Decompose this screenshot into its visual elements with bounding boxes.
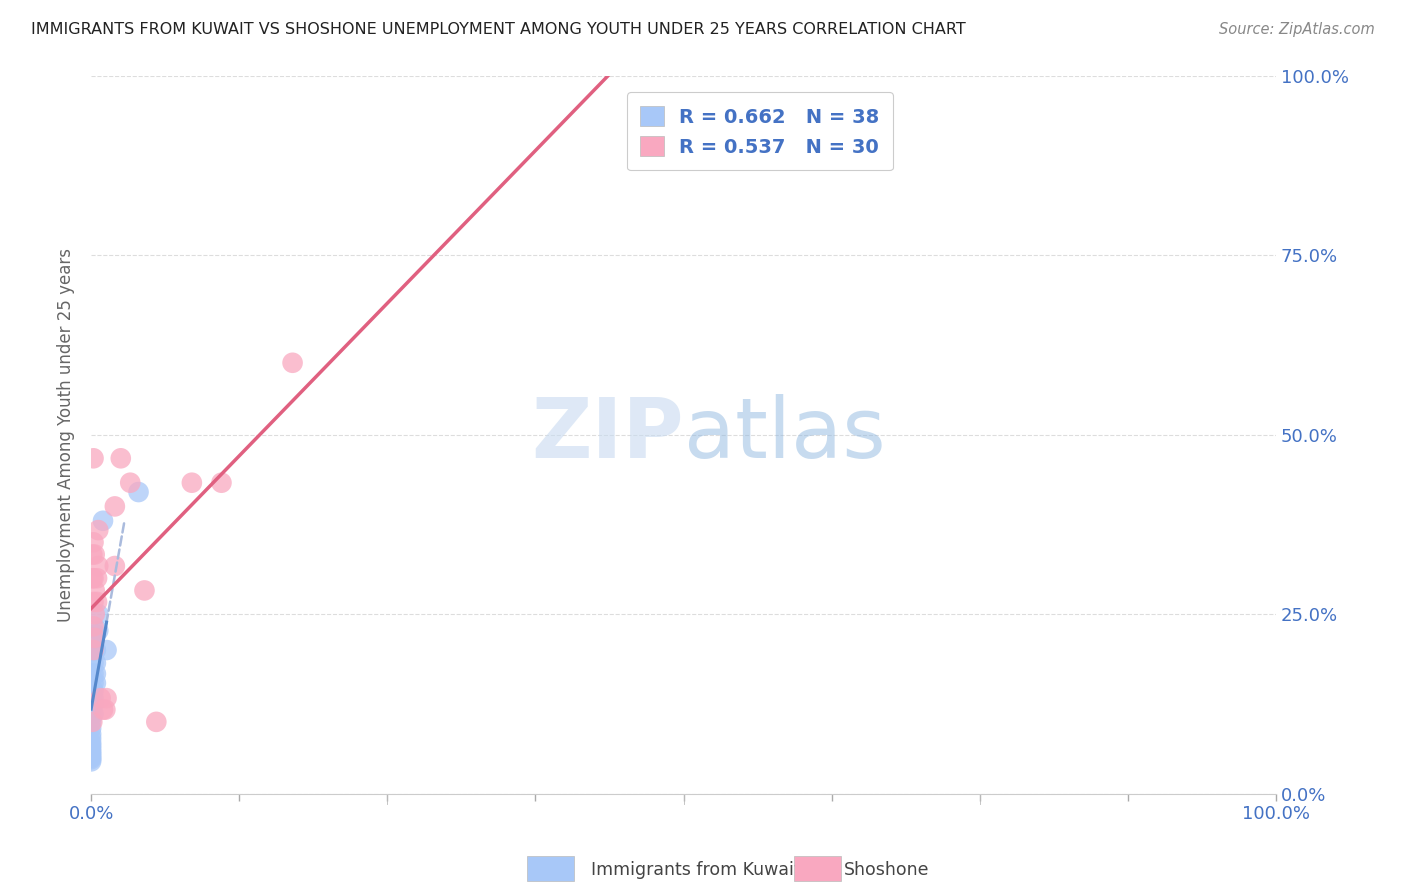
Point — [80, 752, 103, 766]
Point — [80, 684, 103, 698]
Point — [83, 643, 105, 657]
Point — [83, 656, 105, 670]
Point — [82, 571, 104, 585]
Text: Shoshone: Shoshone — [844, 861, 929, 879]
Point — [96, 643, 118, 657]
Point — [120, 475, 142, 490]
Point — [80, 679, 103, 693]
Text: Immigrants from Kuwait: Immigrants from Kuwait — [591, 861, 800, 879]
Point — [86, 571, 108, 585]
Point — [104, 559, 127, 574]
Point — [90, 691, 112, 706]
Y-axis label: Unemployment Among Youth under 25 years: Unemployment Among Youth under 25 years — [58, 248, 75, 622]
Point — [94, 703, 117, 717]
Point — [87, 607, 110, 621]
Point — [84, 666, 107, 681]
Point — [80, 714, 103, 729]
Point — [84, 643, 107, 657]
Point — [211, 475, 233, 490]
Text: Source: ZipAtlas.com: Source: ZipAtlas.com — [1219, 22, 1375, 37]
Point — [80, 722, 103, 736]
Text: ZIP: ZIP — [531, 394, 683, 475]
Point — [84, 656, 107, 670]
Point — [83, 631, 105, 645]
Point — [80, 697, 103, 711]
Point — [80, 736, 103, 750]
Point — [80, 739, 103, 753]
Point — [83, 619, 105, 633]
Point — [87, 559, 110, 574]
Point — [87, 523, 110, 537]
Point — [82, 548, 104, 562]
Point — [134, 583, 156, 598]
Point — [83, 451, 105, 466]
Point — [96, 691, 118, 706]
Point — [180, 475, 202, 490]
Point — [83, 535, 105, 549]
Point — [80, 755, 103, 769]
Point — [83, 571, 105, 585]
Point — [80, 741, 103, 756]
Point — [83, 691, 105, 706]
Text: IMMIGRANTS FROM KUWAIT VS SHOSHONE UNEMPLOYMENT AMONG YOUTH UNDER 25 YEARS CORRE: IMMIGRANTS FROM KUWAIT VS SHOSHONE UNEMP… — [31, 22, 966, 37]
Point — [83, 643, 105, 657]
Point — [82, 714, 104, 729]
Point — [110, 451, 132, 466]
Point — [87, 624, 110, 638]
Point — [86, 595, 108, 609]
Point — [91, 703, 114, 717]
Point — [104, 500, 127, 514]
Point — [83, 676, 105, 690]
Point — [80, 747, 103, 761]
Point — [80, 731, 103, 746]
Point — [80, 691, 103, 706]
Point — [80, 751, 103, 765]
Point — [80, 706, 103, 721]
Point — [281, 356, 304, 370]
Point — [128, 485, 150, 500]
Point — [84, 676, 107, 690]
Point — [84, 627, 107, 641]
Point — [145, 714, 167, 729]
Point — [80, 666, 103, 681]
Point — [80, 748, 103, 763]
Point — [83, 595, 105, 609]
Point — [91, 514, 114, 528]
Point — [83, 697, 105, 711]
Point — [83, 548, 105, 562]
Point — [83, 583, 105, 598]
Point — [83, 684, 105, 698]
Point — [83, 666, 105, 681]
Point — [83, 706, 105, 721]
Legend: R = 0.662   N = 38, R = 0.537   N = 30: R = 0.662 N = 38, R = 0.537 N = 30 — [627, 93, 893, 170]
Point — [83, 607, 105, 621]
Text: atlas: atlas — [683, 394, 886, 475]
Point — [80, 643, 103, 657]
Point — [80, 727, 103, 741]
Point — [80, 744, 103, 758]
